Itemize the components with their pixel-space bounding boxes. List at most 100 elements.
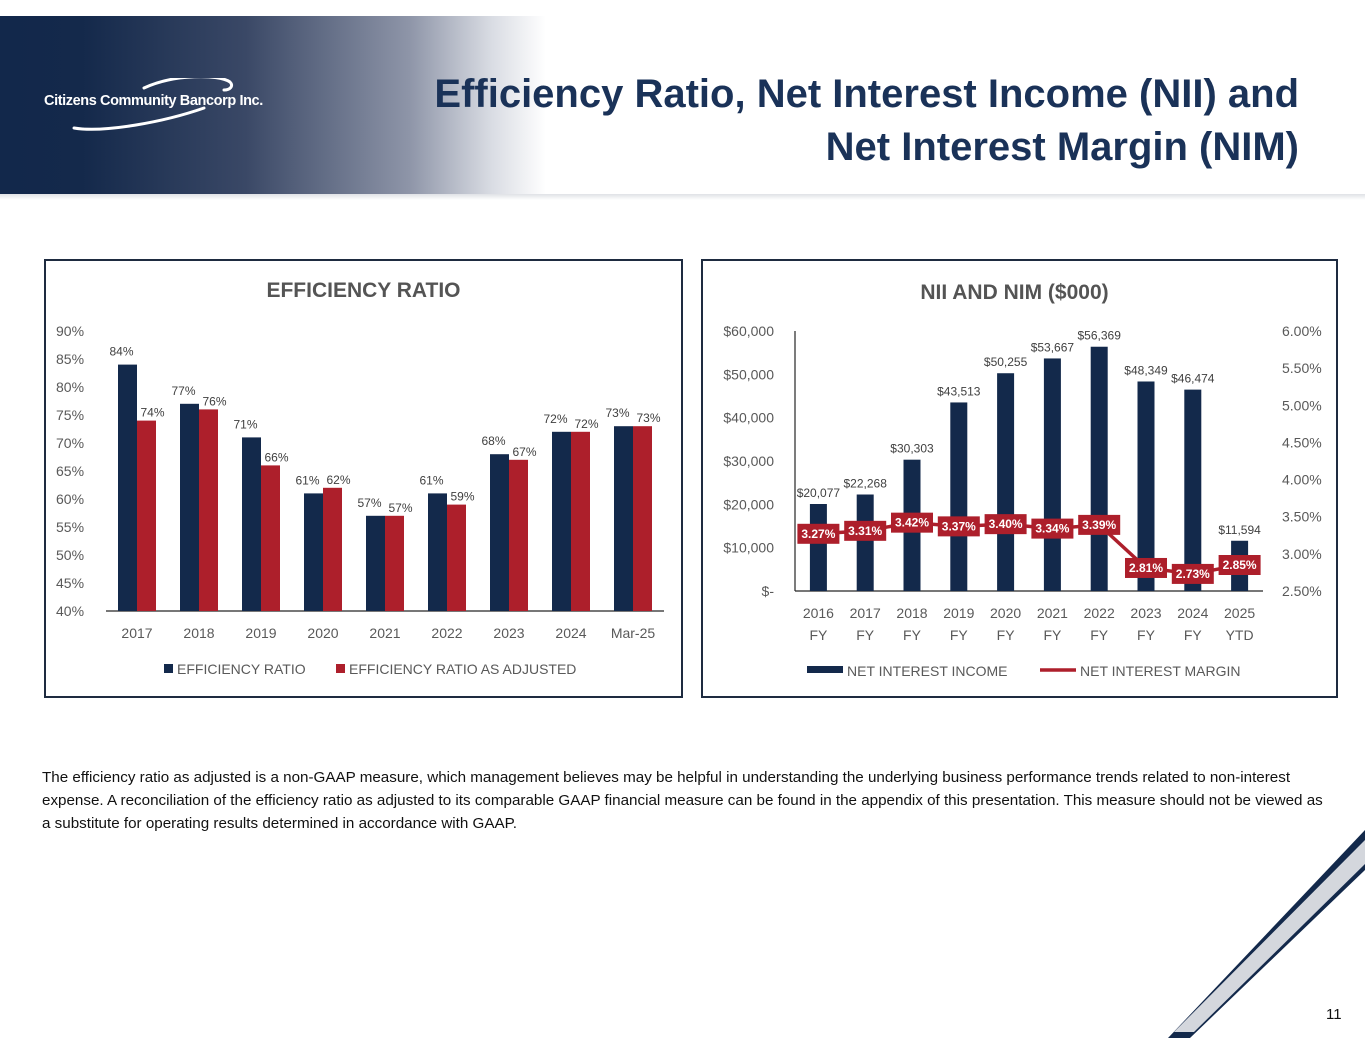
bar (304, 493, 323, 611)
data-label: $56,369 (1078, 329, 1122, 343)
data-label: 84% (109, 345, 133, 359)
data-label: 61% (295, 473, 319, 487)
y-right-tick-label: 5.50% (1282, 360, 1322, 376)
y-tick-label: 90% (56, 323, 84, 339)
legend-swatch (336, 664, 345, 673)
data-label: 68% (481, 434, 505, 448)
y-right-tick-label: 5.00% (1282, 397, 1322, 413)
data-label: $53,667 (1031, 340, 1075, 354)
nim-data-label: 2.81% (1129, 561, 1163, 575)
nim-line (818, 520, 1240, 576)
data-label: $30,303 (890, 442, 934, 456)
bar (261, 465, 280, 611)
nim-data-label: 3.31% (848, 524, 882, 538)
x-tick-label: 2024 (555, 625, 586, 641)
x-tick-label: FY (1043, 627, 1062, 643)
bar (856, 494, 874, 591)
legend-label: EFFICIENCY RATIO AS ADJUSTED (349, 661, 576, 677)
nim-data-label: 2.85% (1223, 558, 1257, 572)
y-tick-label: 40% (56, 603, 84, 619)
bar (118, 364, 137, 611)
x-tick-label: 2024 (1177, 605, 1208, 621)
data-label: 71% (233, 417, 257, 431)
data-label: 76% (202, 394, 226, 408)
y-tick-label: 60% (56, 491, 84, 507)
data-label: $48,349 (1124, 363, 1168, 377)
y-right-tick-label: 6.00% (1282, 323, 1322, 339)
bar (137, 420, 156, 611)
x-tick-label: FY (1184, 627, 1203, 643)
x-tick-label: 2022 (1084, 605, 1115, 621)
chart-title: NII AND NIM ($000) (920, 281, 1108, 304)
y-tick-label: 45% (56, 575, 84, 591)
y-right-tick-label: 3.50% (1282, 509, 1322, 525)
y-right-tick-label: 4.50% (1282, 434, 1322, 450)
nim-data-label: 2.73% (1176, 567, 1210, 581)
nim-label-box (1078, 514, 1121, 535)
bar (199, 409, 218, 611)
y-left-tick-label: $- (762, 583, 775, 599)
y-right-tick-label: 3.00% (1282, 546, 1322, 562)
data-label: 73% (636, 411, 660, 425)
x-tick-label: 2019 (245, 625, 276, 641)
company-logo: Citizens Community Bancorp Inc. (44, 78, 284, 138)
data-label: $20,077 (797, 486, 841, 500)
nim-data-label: 3.37% (942, 519, 976, 533)
y-tick-label: 70% (56, 435, 84, 451)
nim-label-box (797, 523, 840, 544)
header-divider (0, 194, 1365, 200)
x-tick-label: 2020 (990, 605, 1021, 621)
x-tick-label: FY (903, 627, 922, 643)
x-tick-label: 2022 (431, 625, 462, 641)
nim-data-label: 3.42% (895, 516, 929, 530)
x-tick-label: 2018 (183, 625, 214, 641)
bar (997, 373, 1015, 591)
x-tick-label: Mar-25 (611, 625, 656, 641)
bar (614, 426, 633, 611)
x-tick-label: FY (950, 627, 969, 643)
data-label: 72% (574, 417, 598, 431)
x-tick-label: 2017 (121, 625, 152, 641)
data-label: 59% (450, 490, 474, 504)
data-label: 57% (357, 496, 381, 510)
x-tick-label: 2018 (896, 605, 927, 621)
bar (385, 515, 404, 611)
y-left-tick-label: $60,000 (723, 323, 774, 339)
y-tick-label: 85% (56, 351, 84, 367)
bar (552, 431, 571, 611)
logo-swoosh-icon (72, 78, 234, 131)
x-tick-label: FY (856, 627, 875, 643)
x-tick-label: FY (1137, 627, 1156, 643)
chart-title: EFFICIENCY RATIO (266, 279, 460, 302)
bar (1090, 346, 1108, 591)
nim-label-box (937, 516, 980, 537)
x-tick-label: YTD (1226, 627, 1254, 643)
x-tick-label: 2021 (1037, 605, 1068, 621)
x-tick-label: FY (997, 627, 1016, 643)
nim-label-box (844, 520, 887, 541)
bar (447, 504, 466, 611)
y-tick-label: 55% (56, 519, 84, 535)
page-title-line-2: Net Interest Margin (NIM) (825, 125, 1299, 169)
bar (1137, 381, 1155, 591)
nim-label-box (1218, 555, 1261, 575)
data-label: $43,513 (937, 384, 981, 398)
page-title: Efficiency Ratio, Net Interest Income (N… (399, 68, 1299, 174)
bar (633, 426, 652, 611)
header-band (0, 16, 1365, 194)
nii-nim-chart: NII AND NIM ($000) $- $10,000 $20,000 $30,00… (723, 281, 1322, 679)
data-label: $50,255 (984, 355, 1028, 369)
bar (180, 403, 199, 611)
legend-label: NET INTEREST INCOME (847, 663, 1008, 679)
nim-label-box (984, 514, 1027, 535)
bar (809, 503, 827, 591)
data-label: 74% (140, 406, 164, 420)
legend-label: EFFICIENCY RATIO (177, 661, 306, 677)
bar (950, 402, 968, 591)
data-label: $11,594 (1218, 523, 1261, 537)
x-tick-label: 2025 (1224, 605, 1255, 621)
y-tick-label: 50% (56, 547, 84, 563)
data-label: 67% (512, 445, 536, 459)
page-title-line-1: Efficiency Ratio, Net Interest Income (N… (434, 72, 1299, 116)
x-tick-label: 2023 (1130, 605, 1161, 621)
